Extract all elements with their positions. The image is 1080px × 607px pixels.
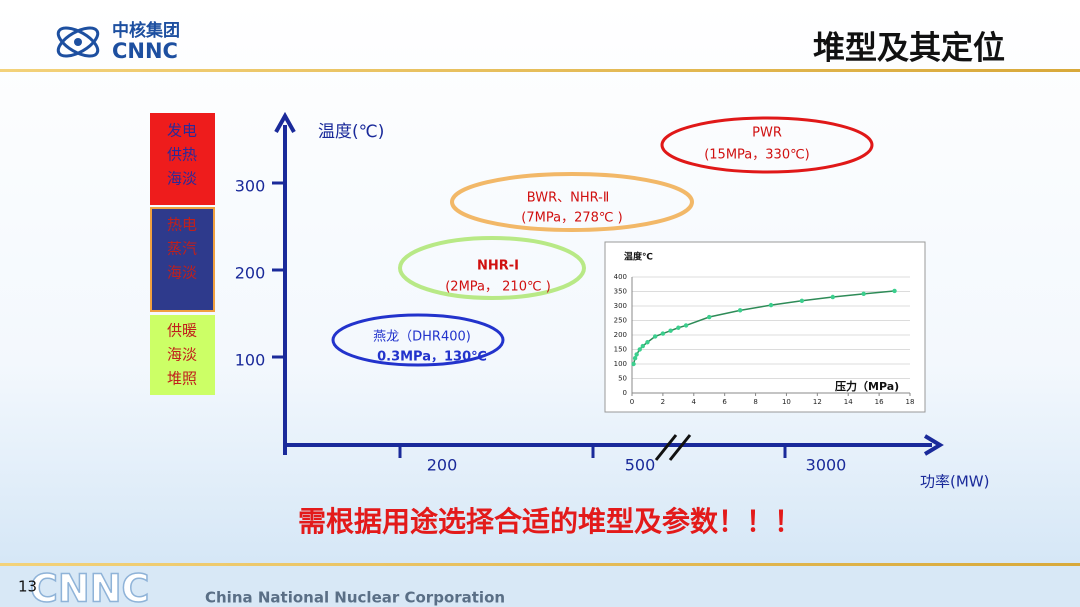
sidebar-line: 蒸汽 xyxy=(167,240,197,258)
reactor-name: 燕龙（DHR400) xyxy=(373,330,471,345)
footer-band xyxy=(0,563,1080,607)
x-tick-label: 8 xyxy=(753,398,757,406)
data-point xyxy=(660,331,666,336)
footer-brand: CNNC xyxy=(30,567,149,607)
sidebar-line: 热电 xyxy=(167,216,197,234)
y-tick-label: 100 xyxy=(614,360,627,368)
sidebar-line: 发电 xyxy=(167,122,197,140)
x-tick-label: 14 xyxy=(844,398,853,406)
inset-chart: 0 50 100 150 200 250 300 350 400 0 2 4 6 8 10 12 14 16 18 xyxy=(614,273,915,406)
reactor-name: BWR、NHR-Ⅱ xyxy=(527,191,609,206)
reactor-ellipse xyxy=(331,313,505,367)
y-tick-label: 100 xyxy=(235,351,266,370)
x-tick-label: 12 xyxy=(813,398,822,406)
x-tick-label: 16 xyxy=(875,398,884,406)
x-tick-label: 18 xyxy=(906,398,915,406)
data-point xyxy=(632,356,638,361)
data-point xyxy=(830,294,835,300)
header-rule xyxy=(0,69,1080,72)
x-tick-label: 0 xyxy=(630,398,634,406)
sidebar-box xyxy=(150,207,215,312)
reactor-name: NHR-Ⅰ xyxy=(477,259,519,274)
sidebar-line: 供热 xyxy=(167,146,197,164)
y-tick-label: 200 xyxy=(614,331,627,339)
sidebar-line: 海淡 xyxy=(167,264,197,282)
reactor-ellipse xyxy=(450,172,694,232)
y-tick-label: 250 xyxy=(614,317,627,325)
inset-y-label: 温度℃ xyxy=(624,251,653,263)
x-tick-label: 200 xyxy=(427,456,458,475)
sidebar-line: 海淡 xyxy=(167,346,197,364)
x-tick-label: 6 xyxy=(722,398,727,406)
reactor-name: PWR xyxy=(752,126,782,141)
sidebar-line: 堆照 xyxy=(167,370,197,388)
y-arrow xyxy=(274,111,296,133)
data-point xyxy=(637,347,642,352)
diagram: 温度(℃) 功率(MW) PWR (15MPa，330℃) BWR、NHR-Ⅱ … xyxy=(235,111,989,491)
sidebar-line: 海淡 xyxy=(167,170,197,188)
footer-rule xyxy=(0,563,1080,566)
y-tick-label: 400 xyxy=(614,273,627,281)
data-point xyxy=(676,325,681,330)
y-tick-label: 300 xyxy=(235,177,266,196)
reactor-params: (7MPa，278℃ ) xyxy=(521,211,622,226)
y-tick-label: 50 xyxy=(618,375,627,383)
x-tick-label: 4 xyxy=(692,398,697,406)
footer-company: China National Nuclear Corporation xyxy=(205,589,505,607)
data-point xyxy=(683,323,689,328)
data-point xyxy=(799,298,805,303)
data-point xyxy=(652,334,658,339)
y-tick-label: 200 xyxy=(235,264,266,283)
logo-en: CNNC xyxy=(112,39,178,63)
sidebar-text: 发电 供热 海淡 热电 蒸汽 海淡 供暖 海淡 堆照 xyxy=(167,122,197,388)
axis-break xyxy=(654,434,692,461)
data-point xyxy=(861,291,866,297)
y-tick-label: 0 xyxy=(623,389,627,397)
x-tick-label: 10 xyxy=(782,398,791,406)
data-point xyxy=(768,302,774,308)
x-axis-label: 功率(MW) xyxy=(920,473,989,491)
reactor-params: (15MPa，330℃) xyxy=(704,148,810,163)
data-point xyxy=(668,328,673,333)
sidebar-line: 供暖 xyxy=(167,322,197,340)
x-tick-label: 3000 xyxy=(806,456,847,475)
y-tick-label: 300 xyxy=(614,302,627,310)
data-point xyxy=(707,314,712,320)
inset-x-label: 压力（MPa) xyxy=(835,379,899,393)
reactor-params: 0.3MPa，130℃ xyxy=(377,350,487,365)
data-point xyxy=(737,308,743,313)
data-point xyxy=(640,343,646,349)
x-tick-label: 500 xyxy=(625,456,656,475)
data-point xyxy=(645,340,650,345)
slide-title: 堆型及其定位 xyxy=(813,29,1005,67)
sidebar-box xyxy=(150,315,215,395)
data-point xyxy=(631,361,636,367)
page-number: 13 xyxy=(18,578,37,596)
inset-frame xyxy=(604,241,926,413)
data-point xyxy=(634,352,639,357)
x-tick-label: 2 xyxy=(661,398,665,406)
reactor-ellipse xyxy=(660,116,874,174)
reactor-ellipse xyxy=(398,236,586,300)
x-arrow xyxy=(923,434,944,456)
logo: 中核集团 CNNC xyxy=(56,20,180,63)
y-tick-label: 150 xyxy=(614,346,627,354)
slogan: 需根据用途选择合适的堆型及参数！！！ xyxy=(298,505,802,538)
logo-cn: 中核集团 xyxy=(112,20,180,41)
reactor-params: (2MPa， 210℃ ) xyxy=(445,280,551,295)
y-axis-label: 温度(℃) xyxy=(318,122,384,142)
data-point xyxy=(892,288,897,294)
y-tick-label: 350 xyxy=(614,288,627,296)
sidebar-box xyxy=(150,113,215,205)
